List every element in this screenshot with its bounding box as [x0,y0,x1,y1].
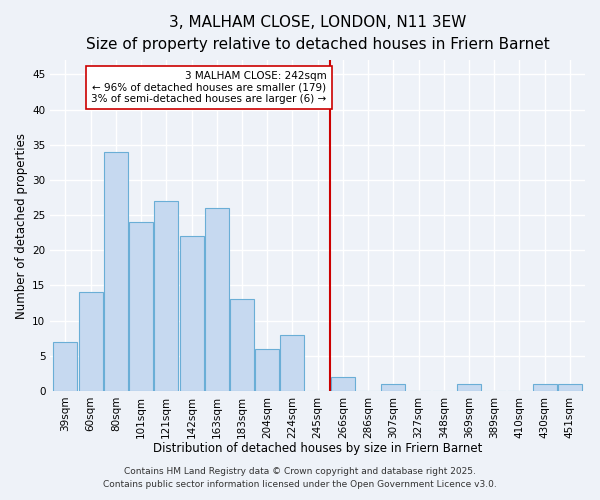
Bar [79,292,103,391]
Bar [230,300,254,391]
Bar [205,208,229,391]
Bar [331,377,355,391]
Bar [382,384,405,391]
Bar [129,222,153,391]
Bar [558,384,582,391]
Bar [154,201,178,391]
Text: Contains HM Land Registry data © Crown copyright and database right 2025.
Contai: Contains HM Land Registry data © Crown c… [103,468,497,489]
Bar [280,334,304,391]
Bar [255,348,279,391]
Bar [457,384,481,391]
Bar [179,236,203,391]
Bar [53,342,77,391]
Bar [104,152,128,391]
X-axis label: Distribution of detached houses by size in Friern Barnet: Distribution of detached houses by size … [153,442,482,455]
Text: 3 MALHAM CLOSE: 242sqm
← 96% of detached houses are smaller (179)
3% of semi-det: 3 MALHAM CLOSE: 242sqm ← 96% of detached… [91,71,326,104]
Title: 3, MALHAM CLOSE, LONDON, N11 3EW
Size of property relative to detached houses in: 3, MALHAM CLOSE, LONDON, N11 3EW Size of… [86,15,550,52]
Bar [533,384,557,391]
Y-axis label: Number of detached properties: Number of detached properties [15,132,28,318]
